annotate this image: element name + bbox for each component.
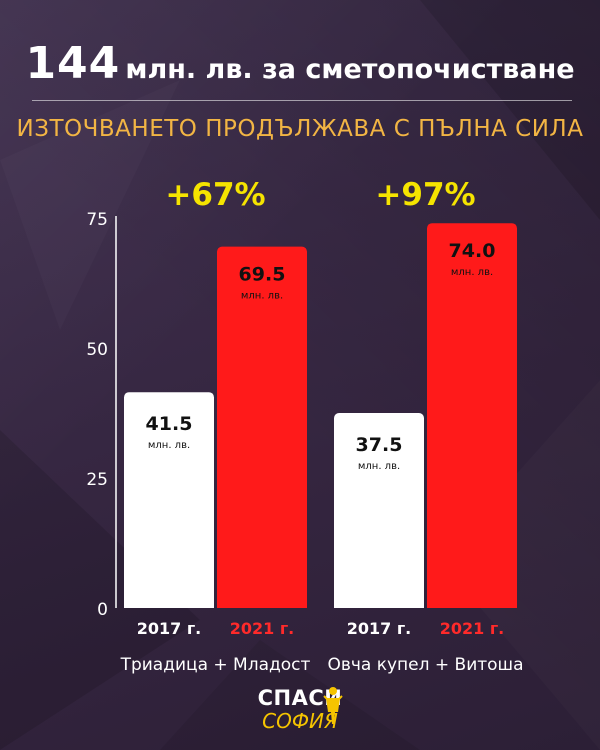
bar-2017 [124,392,214,608]
data-label-unit: млн. лв. [358,461,400,472]
bar-2017 [334,413,424,608]
title-number: 144 [25,38,121,89]
logo-line-2: СОФИЯ [262,709,338,733]
page-subtitle: ИЗТОЧВАНЕТО ПРОДЪЛЖАВА С ПЪЛНА СИЛА [16,116,584,142]
x-tick-label: 2021 г. [440,619,505,638]
title-text: млн. лв. за сметопочистване [125,54,575,85]
category-label: Овча купел + Витоша [327,655,523,675]
data-label-unit: млн. лв. [451,267,493,278]
y-tick-label: 25 [86,470,108,490]
data-label: 37.5 [356,434,403,456]
x-tick-label: 2017 г. [137,619,202,638]
bar-base [124,602,214,608]
data-label: 41.5 [146,413,193,435]
bar-2021 [427,223,517,608]
data-label-unit: млн. лв. [148,440,190,451]
logo: СПАСИ СОФИЯ [0,686,600,733]
bar-2021 [217,246,307,608]
bar-base [427,602,517,608]
growth-label: +97% [375,177,475,213]
x-tick-label: 2017 г. [347,619,412,638]
data-label: 69.5 [239,264,286,286]
bar-base [217,602,307,608]
logo-line-1: СПАСИ [257,686,343,710]
x-tick-label: 2021 г. [230,619,295,638]
title-divider [32,100,572,101]
y-tick-label: 0 [97,600,108,620]
page-title: 144 млн. лв. за сметопочистване [0,38,600,89]
data-label: 74.0 [449,240,496,262]
category-label: Триадица + Младост [120,655,311,675]
bar-base [334,602,424,608]
logo-figure-icon [323,687,343,724]
y-tick-label: 50 [86,340,108,360]
y-tick-label: 75 [86,210,108,230]
data-label-unit: млн. лв. [241,291,283,302]
growth-label: +67% [165,177,265,213]
